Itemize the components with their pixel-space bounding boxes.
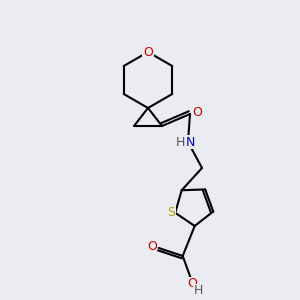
Text: H: H xyxy=(194,284,203,298)
Text: O: O xyxy=(143,46,153,59)
Text: S: S xyxy=(167,206,175,219)
Text: H: H xyxy=(175,136,185,148)
Text: O: O xyxy=(147,241,157,254)
Text: O: O xyxy=(187,278,196,290)
Text: O: O xyxy=(192,106,202,119)
Text: N: N xyxy=(185,136,195,148)
